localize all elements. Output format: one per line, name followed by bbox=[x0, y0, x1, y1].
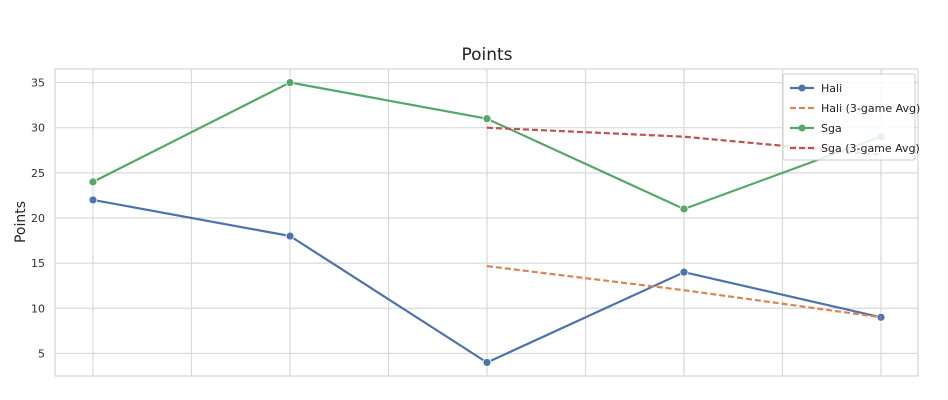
data-point bbox=[88, 177, 98, 187]
y-tick-label: 25 bbox=[31, 167, 45, 180]
legend-label: Hali bbox=[821, 82, 842, 95]
data-point bbox=[876, 312, 886, 322]
y-tick-label: 10 bbox=[31, 302, 45, 315]
data-point bbox=[679, 267, 689, 277]
legend-marker bbox=[798, 84, 806, 92]
legend-marker bbox=[798, 124, 806, 132]
legend-item: Hali bbox=[790, 82, 842, 95]
legend-item: Sga bbox=[790, 122, 842, 135]
data-point bbox=[285, 78, 295, 87]
legend-label: Sga bbox=[821, 122, 842, 135]
y-tick-label: 30 bbox=[31, 122, 45, 135]
data-point bbox=[482, 358, 492, 367]
legend-item: Sga (3-game Avg) bbox=[790, 142, 920, 155]
legend-box bbox=[782, 73, 916, 161]
data-point bbox=[482, 114, 492, 124]
legend-item: Hali (3-game Avg) bbox=[790, 102, 920, 115]
y-axis-label: Points bbox=[13, 201, 29, 243]
y-tick-label: 20 bbox=[31, 212, 45, 225]
data-point bbox=[679, 204, 689, 214]
series-hali-3-game-avg bbox=[486, 265, 882, 319]
y-tick-label: 5 bbox=[38, 347, 45, 360]
y-tick-label: 35 bbox=[31, 77, 45, 90]
legend-label: Hali (3-game Avg) bbox=[821, 102, 920, 115]
series-line bbox=[486, 265, 882, 319]
y-axis-ticks: 5 10 15 20 25 30 35 bbox=[31, 77, 45, 361]
data-point bbox=[285, 231, 295, 241]
chart-title: Points bbox=[461, 45, 512, 65]
legend: Hali Hali (3-game Avg) Sga Sga (3-game Avg) bbox=[782, 73, 920, 161]
legend-label: Sga (3-game Avg) bbox=[821, 142, 920, 155]
y-tick-label: 15 bbox=[31, 257, 45, 270]
series-hali bbox=[88, 195, 886, 367]
data-point bbox=[88, 195, 98, 205]
